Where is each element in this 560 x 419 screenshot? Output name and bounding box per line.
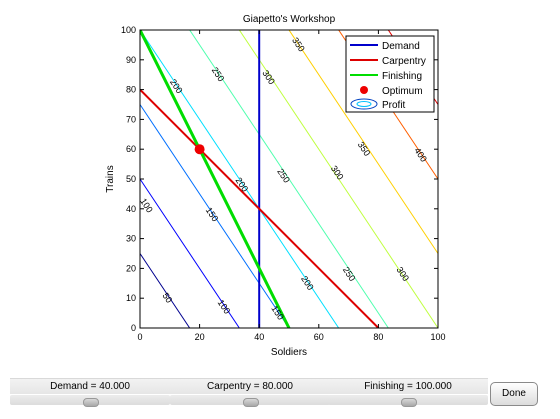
finishing-label: Finishing = 100.000: [328, 378, 488, 394]
profit-contour-100: [140, 178, 240, 328]
legend: Demand Carpentry Finishing Optimum Profit: [345, 35, 435, 113]
carpentry-label: Carpentry = 80.000: [170, 378, 330, 394]
y-tick-label-70: 70: [126, 114, 136, 124]
legend-label-finishing: Finishing: [382, 71, 422, 82]
finishing-line: [140, 30, 291, 328]
done-button[interactable]: Done: [490, 382, 538, 406]
profit-contour-200: [140, 30, 340, 328]
y-tick-label-10: 10: [126, 293, 136, 303]
legend-swatch-profit-outer: [350, 98, 378, 110]
x-tick-label-60: 60: [314, 332, 324, 342]
legend-label-carpentry: Carpentry: [382, 56, 426, 67]
profit-contour-250: [189, 30, 389, 328]
y-tick-label-0: 0: [131, 323, 136, 333]
chart-title: Giapetto's Workshop: [243, 14, 336, 25]
y-tick-label-90: 90: [126, 55, 136, 65]
x-tick-label-40: 40: [254, 332, 264, 342]
carpentry-line: [140, 88, 380, 328]
carpentry-slider-thumb[interactable]: [243, 398, 259, 407]
legend-label-optimum: Optimum: [382, 86, 423, 97]
y-tick-label-80: 80: [126, 85, 136, 95]
y-tick-label-20: 20: [126, 263, 136, 273]
finishing-slider-thumb[interactable]: [401, 398, 417, 407]
demand-slider-group: Demand = 40.000: [10, 378, 170, 408]
finishing-slider-group: Finishing = 100.000: [328, 378, 488, 408]
y-axis-label: Trains: [105, 165, 116, 192]
y-tick-label-30: 30: [126, 234, 136, 244]
carpentry-slider-group: Carpentry = 80.000: [170, 378, 330, 408]
legend-label-profit: Profit: [382, 100, 406, 111]
contour-group: [140, 30, 438, 328]
carpentry-slider-track[interactable]: [170, 395, 330, 407]
profit-contour-50: [140, 253, 191, 328]
profit-contour-300: [238, 30, 438, 328]
y-tick-label-60: 60: [126, 144, 136, 154]
x-tick-label-0: 0: [137, 332, 142, 342]
x-tick-label-80: 80: [373, 332, 383, 342]
legend-swatch-profit-inner: [356, 101, 372, 107]
legend-label-demand: Demand: [382, 41, 420, 52]
y-tick-label-100: 100: [121, 25, 136, 35]
demand-label: Demand = 40.000: [10, 378, 170, 394]
demand-slider-track[interactable]: [10, 395, 170, 407]
finishing-slider-track[interactable]: [328, 395, 488, 407]
profit-contour-150: [140, 104, 290, 328]
optimum-point: [194, 144, 205, 155]
profit-contour-350: [288, 30, 438, 255]
demand-slider-thumb[interactable]: [83, 398, 99, 407]
contour-label-50: 50: [160, 291, 174, 305]
x-tick-label-100: 100: [430, 332, 445, 342]
y-tick-label-50: 50: [126, 174, 136, 184]
x-axis-label: Soldiers: [271, 347, 307, 358]
legend-swatch-optimum: [360, 86, 368, 94]
y-tick-label-40: 40: [126, 204, 136, 214]
x-tick-label-20: 20: [195, 332, 205, 342]
